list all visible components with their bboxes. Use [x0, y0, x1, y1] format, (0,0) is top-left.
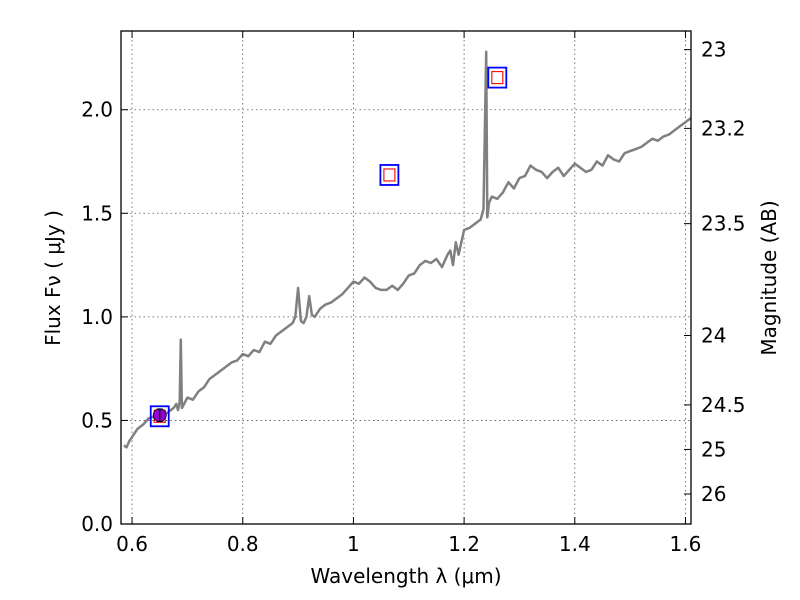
- photometry-box: [379, 164, 400, 186]
- model-flux-box: [491, 71, 504, 85]
- right-tick-label: 25: [701, 437, 726, 461]
- right-tick-label: 23: [701, 38, 726, 62]
- x-tick-label: 0.6: [116, 532, 148, 556]
- photometry-box: [149, 405, 170, 428]
- x-axis-label: Wavelength λ (μm): [310, 564, 501, 588]
- right-tick-label: 24.5: [701, 393, 746, 417]
- y-tick-label: 1.0: [81, 305, 113, 329]
- x-tick-label: 1.2: [448, 532, 480, 556]
- right-tick-label: 23.5: [701, 212, 746, 236]
- photometry-markers: [149, 66, 508, 428]
- y-tick-label: 1.5: [81, 201, 113, 225]
- axis-ticks: 0.6 0.8 1 1.2 1.4 1.6 0.0 0.5 1.0 1.5 2.0 23 23.2 23.…: [81, 31, 746, 556]
- y-tick-label: 0.0: [81, 512, 113, 536]
- model-flux-box: [383, 168, 396, 182]
- y-tick-label: 0.5: [81, 408, 113, 432]
- spectrum-line: [123, 50, 692, 449]
- right-tick-label: 26: [701, 482, 726, 506]
- plot-frame: [120, 30, 692, 525]
- y-axis-label: Flux Fν ( μJy ): [41, 210, 65, 346]
- x-tick-label: 1.4: [559, 532, 591, 556]
- series-layer: [123, 50, 692, 449]
- y-tick-label: 2.0: [81, 98, 113, 122]
- right-tick-label: 23.2: [701, 116, 746, 140]
- right-tick-label: 24: [701, 324, 726, 348]
- photometry-box: [487, 66, 508, 89]
- right-axis-label: Magnitude (AB): [757, 200, 781, 355]
- x-tick-label: 0.8: [227, 532, 259, 556]
- x-tick-label: 1.6: [670, 532, 702, 556]
- x-tick-label: 1: [347, 532, 360, 556]
